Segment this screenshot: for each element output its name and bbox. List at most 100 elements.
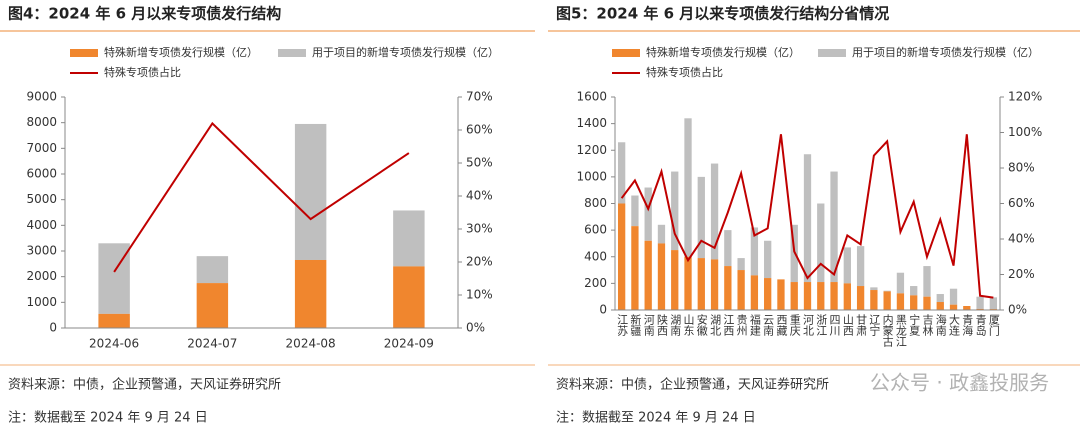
bar xyxy=(777,279,785,310)
y-tick-label: 5000 xyxy=(26,192,57,206)
x-tick-label: 福建 xyxy=(748,313,761,337)
note: 注：数据截至 2024 年 9 月 24 日 xyxy=(556,411,756,426)
line xyxy=(620,134,994,299)
legend-swatch xyxy=(278,49,306,57)
bar xyxy=(294,259,327,328)
y2-tick-label: 20% xyxy=(1008,267,1035,281)
legend-label: 特殊新增专项债发行规模（亿） xyxy=(646,45,800,59)
x-tick-label: 2024-09 xyxy=(384,337,434,351)
legend-swatch xyxy=(818,49,846,57)
bar xyxy=(684,118,692,257)
y2-tick-label: 20% xyxy=(466,255,493,269)
bar xyxy=(764,278,772,310)
bar xyxy=(843,283,851,310)
x-tick-label: 四川 xyxy=(828,314,841,336)
x-tick-label: 大连 xyxy=(948,313,961,336)
bar xyxy=(830,171,838,283)
y2-tick-label: 0% xyxy=(466,321,485,335)
bar xyxy=(697,176,705,259)
bar xyxy=(750,227,759,276)
legend-label: 特殊专项债占比 xyxy=(104,65,181,79)
y-tick-label: 800 xyxy=(584,196,607,210)
bar xyxy=(657,224,666,244)
bar xyxy=(617,203,626,310)
legend-label: 特殊新增专项债发行规模（亿） xyxy=(104,45,258,59)
x-tick-label: 吉林 xyxy=(921,314,934,336)
y2-tick-label: 10% xyxy=(466,288,493,302)
bar xyxy=(870,290,878,310)
source: 资料来源：中债，企业预警通，天风证券研究所 xyxy=(8,377,281,393)
y-tick-label: 600 xyxy=(584,223,607,237)
y-tick-label: 400 xyxy=(584,249,607,263)
x-tick-label: 山西 xyxy=(841,314,854,336)
y-tick-label: 3000 xyxy=(26,244,57,258)
bar xyxy=(883,290,891,292)
y-tick-label: 1200 xyxy=(576,143,607,157)
x-tick-label: 云南 xyxy=(762,314,775,336)
note: 注：数据截至 2024 年 9 月 24 日 xyxy=(8,411,208,426)
bar xyxy=(684,256,692,310)
bar xyxy=(856,246,865,287)
x-tick-label: 青海 xyxy=(961,314,974,337)
x-tick-label: 西藏 xyxy=(775,314,788,337)
x-tick-label: 湖南 xyxy=(669,314,682,336)
y2-tick-label: 120% xyxy=(1008,90,1042,104)
bar xyxy=(697,258,705,310)
bar xyxy=(870,287,878,291)
y2-tick-label: 30% xyxy=(466,222,493,236)
y-tick-label: 1000 xyxy=(576,169,607,183)
bar xyxy=(631,226,639,310)
bar xyxy=(644,187,652,241)
bar xyxy=(963,306,971,310)
bar xyxy=(644,240,652,310)
bar xyxy=(896,272,905,294)
x-tick-label: 甘肃 xyxy=(855,314,868,337)
bar xyxy=(617,142,626,204)
x-tick-label: 黑龙江 xyxy=(894,314,907,347)
watermark: 公众号 · 政鑫投服务 xyxy=(870,371,1049,395)
x-tick-label: 2024-08 xyxy=(286,337,336,351)
bar xyxy=(764,240,772,279)
legend-label: 用于项目的新增专项债发行规模（亿） xyxy=(852,45,1039,59)
x-tick-label: 2024-07 xyxy=(187,337,237,351)
y2-tick-label: 40% xyxy=(1008,232,1035,246)
x-tick-label: 重庆 xyxy=(788,313,801,337)
y-tick-label: 8000 xyxy=(26,115,57,129)
bar xyxy=(830,282,838,310)
x-tick-label: 2024-06 xyxy=(89,337,139,351)
x-tick-label: 江西 xyxy=(722,314,735,336)
y2-tick-label: 60% xyxy=(1008,196,1035,210)
x-tick-label: 安徽 xyxy=(695,313,708,337)
y2-tick-label: 60% xyxy=(466,123,493,137)
y-tick-label: 1400 xyxy=(576,116,607,130)
chart-title: 图4：2024 年 6 月以来专项债发行结构 xyxy=(8,5,281,23)
y2-tick-label: 40% xyxy=(466,189,493,203)
y2-tick-label: 100% xyxy=(1008,125,1042,139)
x-tick-label: 山东 xyxy=(682,314,695,336)
bar xyxy=(923,266,931,297)
legend-label: 特殊专项债占比 xyxy=(646,65,723,79)
bar xyxy=(710,163,719,260)
y2-tick-label: 80% xyxy=(1008,161,1035,175)
bar xyxy=(631,195,639,227)
bar xyxy=(910,286,918,296)
bar xyxy=(817,282,825,310)
y-tick-label: 7000 xyxy=(26,141,57,155)
y2-tick-label: 0% xyxy=(1008,303,1027,317)
x-tick-label: 内蒙古 xyxy=(881,313,894,347)
bar xyxy=(750,275,759,310)
x-tick-label: 河南 xyxy=(642,314,655,336)
source: 资料来源：中债，企业预警通，天风证券研究所 xyxy=(556,377,829,393)
y-tick-label: 1600 xyxy=(576,90,607,104)
x-tick-label: 浙江 xyxy=(815,314,828,336)
y-tick-label: 1000 xyxy=(26,295,57,309)
bar xyxy=(196,256,229,284)
bar xyxy=(936,302,944,310)
x-tick-label: 青岛 xyxy=(974,314,987,337)
bar xyxy=(949,288,958,305)
x-tick-label: 湖北 xyxy=(709,314,722,336)
bar xyxy=(737,258,745,271)
bar xyxy=(976,296,984,309)
legend-swatch xyxy=(70,49,98,57)
